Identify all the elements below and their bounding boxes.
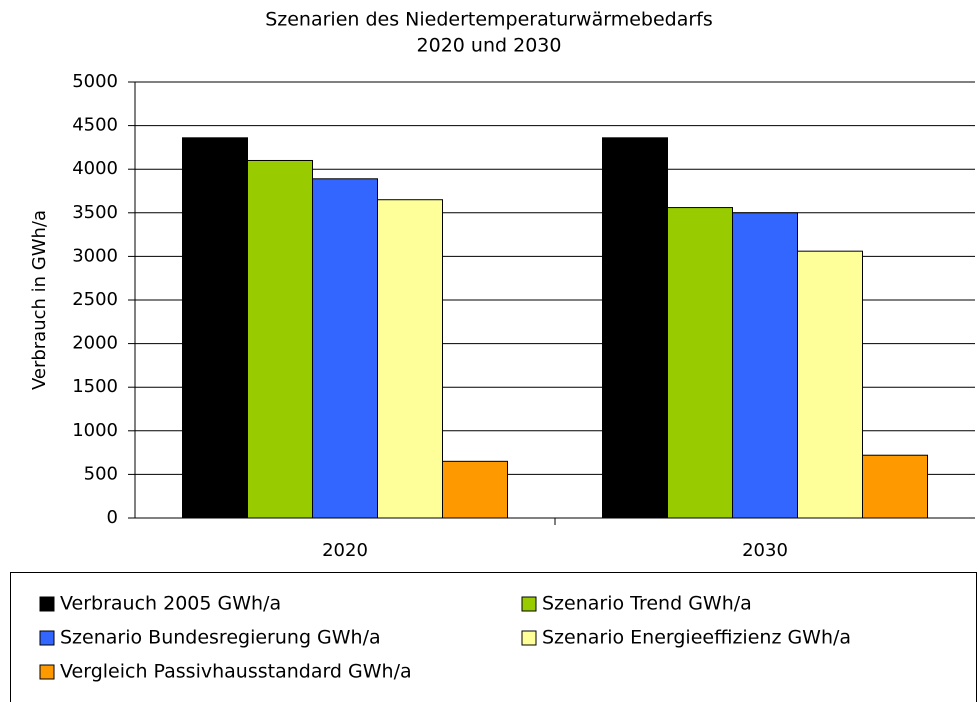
y-tick-label: 1000 [72,420,118,441]
y-tick-label: 5000 [72,71,118,92]
chart-subtitle: 2020 und 2030 [417,35,562,57]
y-tick-label: 1500 [72,376,118,397]
y-tick-label: 2000 [72,333,118,354]
legend-label: Verbrauch 2005 GWh/a [60,593,281,615]
y-tick-label: 2500 [72,289,118,310]
y-tick-label: 3000 [72,245,118,266]
x-tick-label: 2030 [742,540,788,561]
legend-label: Szenario Bundesregierung GWh/a [60,627,381,649]
y-tick-label: 500 [84,463,118,484]
legend-swatch [521,596,537,612]
bar [182,137,248,519]
legend-label: Szenario Trend GWh/a [542,593,752,615]
chart-title: Szenarien des Niedertemperaturwärmebedar… [265,9,713,31]
y-tick-label: 4500 [72,115,118,136]
bar [602,137,668,519]
bar [442,460,508,519]
legend-swatch [39,596,55,612]
legend-swatch [39,630,55,646]
x-tick-label: 2020 [322,540,368,561]
y-tick-label: 4000 [72,158,118,179]
bar [862,454,928,519]
legend-swatch [39,664,55,680]
legend-box [10,572,977,702]
y-tick-label: 0 [107,507,118,528]
bar [312,178,378,519]
y-tick-label: 3500 [72,202,118,223]
legend-label: Vergleich Passivhausstandard GWh/a [60,661,412,683]
legend-swatch [521,630,537,646]
bar [732,212,798,519]
bar [667,207,733,519]
bar [797,250,863,519]
y-axis-label: Verbrauch in GWh/a [29,210,50,390]
bar [247,159,313,519]
legend-label: Szenario Energieeffizienz GWh/a [542,627,851,649]
bar [377,199,443,519]
